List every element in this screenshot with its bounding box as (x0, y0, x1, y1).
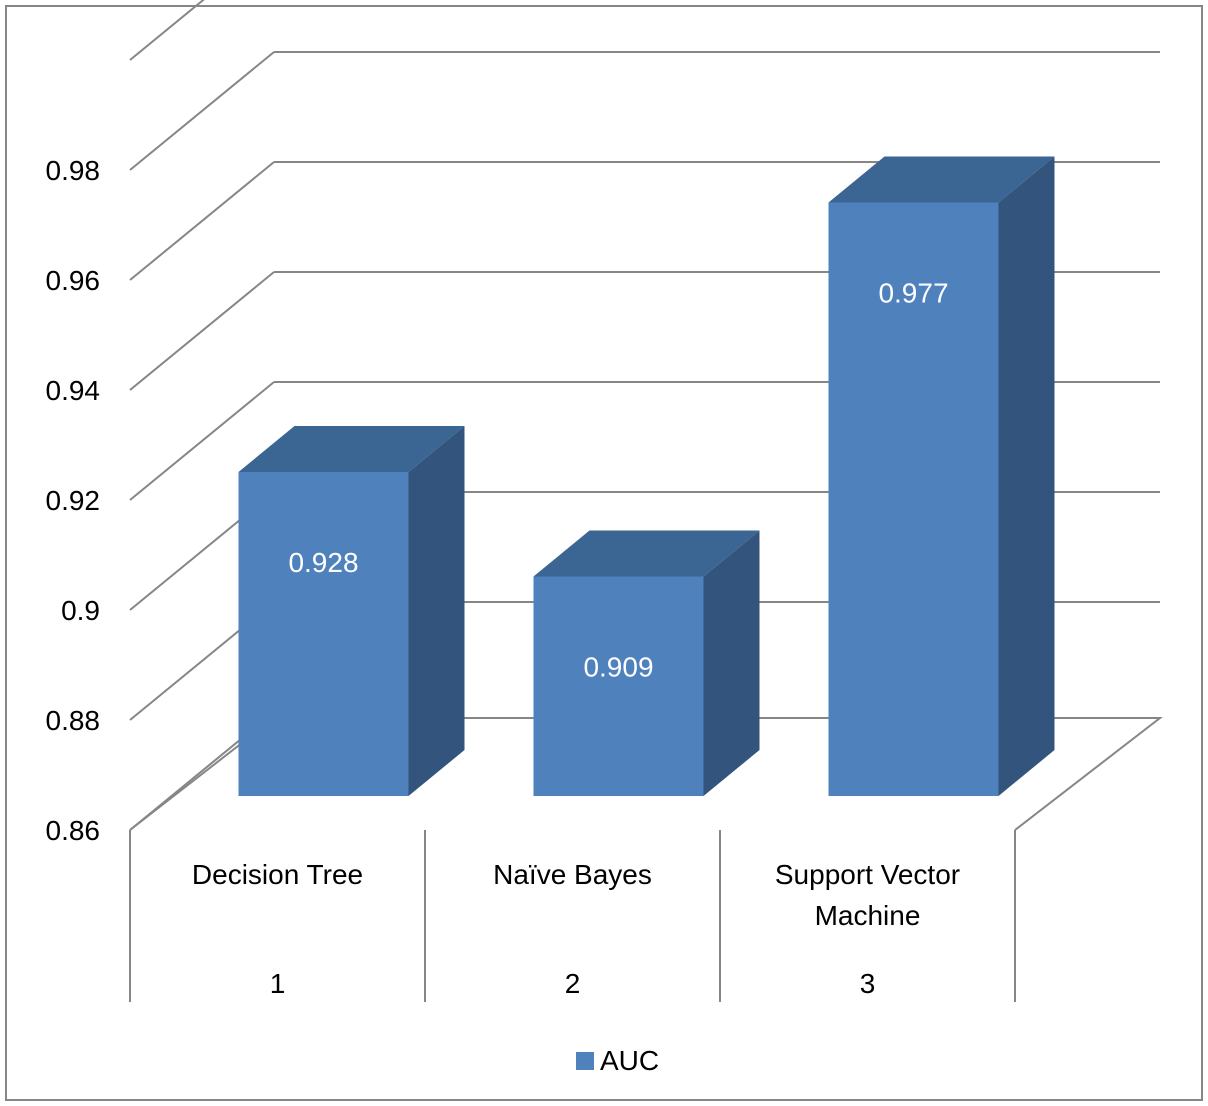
y-tick-label: 0.96 (46, 265, 101, 296)
gridline-wall (129, 381, 275, 501)
category-label: Naïve Bayes (493, 859, 652, 890)
y-tick-label: 0.92 (46, 485, 101, 516)
bar-top-face (828, 156, 1055, 203)
bar-side-face (703, 530, 760, 796)
y-tick-label: 0.88 (46, 705, 101, 736)
category-axis-table: Decision Tree 1 Naïve Bayes 2 Support Vector… (129, 830, 1016, 1002)
gridline-wall (129, 0, 205, 61)
bar-side-face (998, 156, 1055, 796)
category-index-label: 2 (565, 968, 581, 999)
category-label: Decision Tree (192, 859, 363, 890)
bar-front-face (238, 472, 409, 796)
bar-1: 0.928 (238, 426, 465, 796)
bar-3: 0.977 (828, 156, 1055, 796)
bar-2: 0.909 (533, 530, 760, 796)
category-index-label: 1 (270, 968, 286, 999)
bars: 0.928 0.909 0.977 (238, 156, 1055, 796)
gridline-wall (129, 51, 275, 171)
y-tick-label: 0.94 (46, 375, 101, 406)
bar-front-face (828, 202, 999, 796)
gridline-wall (129, 161, 275, 281)
legend: AUC (576, 1045, 659, 1076)
bar-front-face (533, 576, 704, 796)
legend-label: AUC (600, 1045, 659, 1076)
category-index-label: 3 (860, 968, 876, 999)
bar-side-face (408, 426, 465, 796)
bar-top-face (238, 426, 465, 472)
bar-top-face (533, 530, 760, 577)
y-tick-label: 0.86 (46, 815, 101, 846)
bar-data-label: 0.909 (583, 652, 653, 683)
bar-data-label: 0.977 (878, 278, 948, 309)
y-axis-tick-labels: 0.86 0.88 0.9 0.92 0.94 0.96 0.98 (46, 155, 101, 846)
gridline-wall (129, 271, 275, 391)
legend-swatch (576, 1052, 594, 1070)
category-label: Support Vector (775, 859, 960, 890)
y-tick-label: 0.9 (61, 595, 100, 626)
category-label: Machine (815, 900, 921, 931)
y-tick-label: 0.98 (46, 155, 101, 186)
bar-data-label: 0.928 (288, 547, 358, 578)
